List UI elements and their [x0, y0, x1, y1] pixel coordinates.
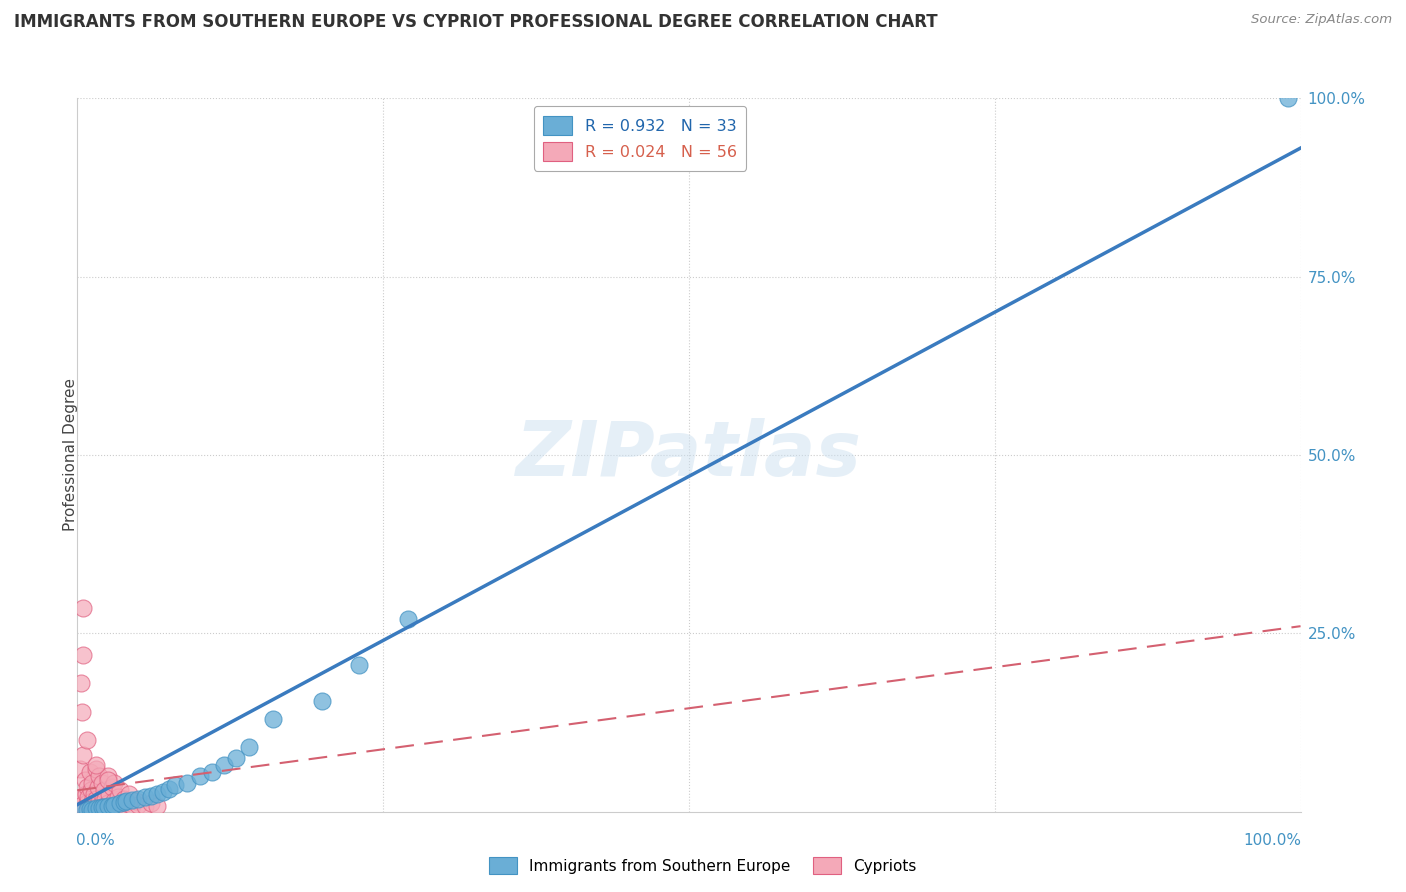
Point: [93, 783, 115, 797]
Text: IMMIGRANTS FROM SOUTHERN EUROPE VS CYPRIOT PROFESSIONAL DEGREE CORRELATION CHART: IMMIGRANTS FROM SOUTHERN EUROPE VS CYPRI…: [14, 13, 938, 31]
Point: [89, 769, 111, 783]
Point: [72, 747, 94, 762]
Point: [108, 783, 131, 797]
Point: [80, 783, 103, 797]
Point: [103, 776, 125, 790]
Point: [112, 796, 135, 810]
Point: [128, 792, 150, 806]
Point: [238, 740, 260, 755]
Point: [72, 803, 94, 817]
Point: [134, 790, 156, 805]
Point: [84, 801, 107, 815]
Point: [1277, 91, 1299, 105]
Text: 0.0%: 0.0%: [76, 833, 115, 848]
Point: [115, 794, 138, 808]
Point: [91, 790, 114, 805]
Point: [73, 772, 96, 787]
Legend: Immigrants from Southern Europe, Cypriots: Immigrants from Southern Europe, Cypriot…: [484, 851, 922, 880]
Point: [94, 792, 117, 806]
Point: [146, 799, 169, 814]
Point: [146, 787, 169, 801]
Point: [70, 797, 93, 812]
Point: [121, 799, 143, 814]
Point: [83, 787, 105, 801]
Point: [188, 769, 211, 783]
Point: [69, 762, 91, 776]
Point: [121, 793, 143, 807]
Point: [86, 799, 108, 814]
Point: [201, 765, 224, 780]
Point: [152, 785, 174, 799]
Point: [212, 758, 235, 772]
Point: [90, 800, 112, 814]
Y-axis label: Professional Degree: Professional Degree: [63, 378, 77, 532]
Point: [225, 751, 247, 765]
Point: [139, 796, 162, 810]
Point: [70, 790, 93, 805]
Point: [84, 758, 107, 772]
Point: [76, 803, 98, 817]
Point: [134, 799, 156, 814]
Point: [76, 796, 98, 810]
Text: 100.0%: 100.0%: [1244, 833, 1302, 848]
Legend: R = 0.932   N = 33, R = 0.024   N = 56: R = 0.932 N = 33, R = 0.024 N = 56: [534, 106, 747, 170]
Point: [311, 694, 333, 708]
Point: [98, 799, 121, 814]
Point: [82, 797, 104, 812]
Point: [108, 796, 131, 810]
Point: [176, 776, 198, 790]
Point: [112, 792, 135, 806]
Point: [84, 792, 107, 806]
Text: ZIPatlas: ZIPatlas: [516, 418, 862, 491]
Point: [90, 776, 112, 790]
Point: [70, 676, 93, 690]
Point: [72, 648, 94, 662]
Point: [97, 769, 120, 783]
Point: [79, 765, 101, 780]
Point: [80, 794, 103, 808]
Point: [97, 799, 120, 814]
Point: [157, 781, 180, 796]
Point: [76, 733, 98, 747]
Point: [103, 794, 125, 808]
Point: [93, 799, 115, 814]
Point: [89, 794, 111, 808]
Point: [128, 797, 150, 812]
Point: [89, 801, 111, 815]
Point: [107, 790, 129, 805]
Point: [103, 797, 125, 812]
Point: [97, 796, 120, 810]
Point: [80, 803, 103, 817]
Point: [98, 787, 121, 801]
Point: [100, 780, 122, 794]
Point: [76, 780, 98, 794]
Point: [118, 787, 141, 801]
Point: [100, 799, 122, 814]
Point: [165, 778, 187, 792]
Point: [262, 712, 284, 726]
Point: [108, 799, 131, 814]
Point: [90, 796, 112, 810]
Point: [105, 797, 128, 812]
Point: [125, 794, 148, 808]
Point: [87, 780, 110, 794]
Point: [93, 799, 115, 814]
Point: [80, 776, 103, 790]
Text: Source: ZipAtlas.com: Source: ZipAtlas.com: [1251, 13, 1392, 27]
Point: [84, 762, 107, 776]
Point: [347, 658, 370, 673]
Point: [70, 705, 93, 719]
Point: [79, 799, 101, 814]
Point: [396, 612, 419, 626]
Point: [90, 799, 112, 814]
Point: [72, 601, 94, 615]
Point: [77, 790, 100, 805]
Point: [115, 796, 138, 810]
Point: [97, 772, 120, 787]
Point: [75, 787, 97, 801]
Point: [139, 789, 162, 803]
Point: [79, 802, 101, 816]
